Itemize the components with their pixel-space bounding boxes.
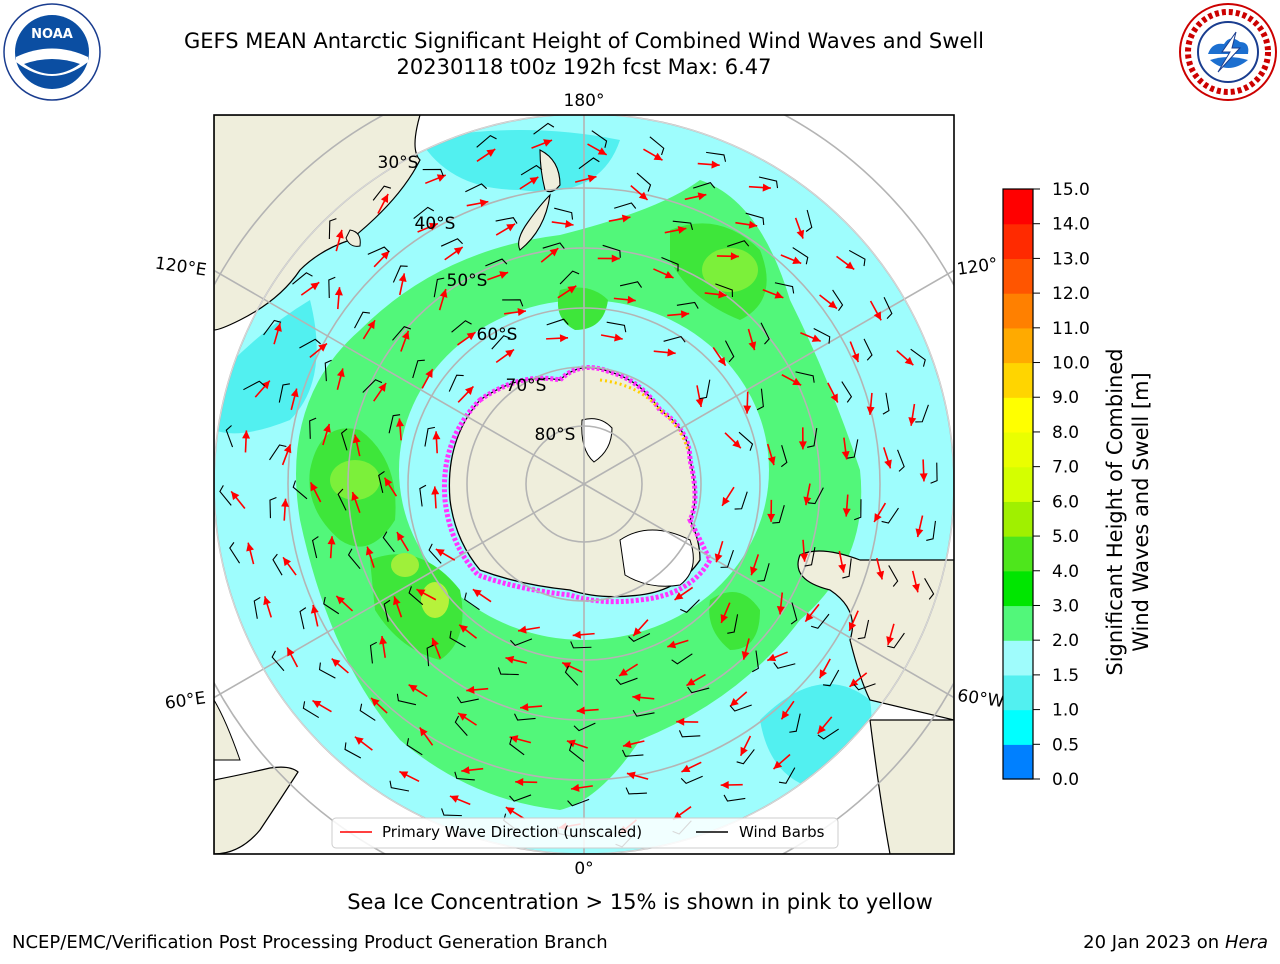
- colorbar-tick-label: 0.0: [1052, 770, 1079, 790]
- footer-date-text: 20 Jan 2023 on: [1083, 932, 1225, 953]
- colorbar-segment: [1003, 432, 1033, 467]
- colorbar-tick-label: 7.0: [1052, 458, 1079, 478]
- colorbar-segment: [1003, 536, 1033, 571]
- colorbar-tick-label: 2.0: [1052, 631, 1079, 651]
- lat-label-70s: 70°S: [506, 376, 547, 396]
- lat-label-30s: 30°S: [378, 153, 419, 173]
- colorbar-segment: [1003, 224, 1033, 259]
- lat-label-80s: 80°S: [535, 425, 576, 445]
- colorbar-label-line2: Wind Waves and Swell [m]: [1128, 312, 1154, 712]
- legend-wave-label: Primary Wave Direction (unscaled): [382, 823, 642, 841]
- colorbar-segment: [1003, 640, 1033, 675]
- footer-date: 20 Jan 2023 on Hera: [1083, 932, 1268, 953]
- colorbar-segment: [1003, 710, 1033, 745]
- colorbar-segment: [1003, 189, 1033, 224]
- lat-label-50s: 50°S: [447, 271, 488, 291]
- colorbar-tick-label: 4.0: [1052, 562, 1079, 582]
- colorbar-tick-label: 11.0: [1052, 319, 1090, 339]
- footer-credit: NCEP/EMC/Verification Post Processing Pr…: [12, 932, 608, 953]
- footer-machine: Hera: [1225, 932, 1268, 953]
- colorbar-tick-label: 1.0: [1052, 701, 1079, 721]
- colorbar: 15.0 14.0 13.0 12.0 11.0 10.0 9.0 8.0 7.0 6.0 5.0 4…: [1003, 180, 1090, 790]
- colorbar-tick-label: 9.0: [1052, 388, 1079, 408]
- colorbar-label-line1: Significant Height of Combined: [1102, 312, 1128, 712]
- colorbar-segment: [1003, 605, 1033, 640]
- map-legend: Primary Wave Direction (unscaled) Wind B…: [332, 818, 838, 848]
- colorbar-tick-label: 6.0: [1052, 492, 1079, 512]
- colorbar-segment: [1003, 293, 1033, 328]
- colorbar-segment: [1003, 675, 1033, 710]
- colorbar-tick-label: 8.0: [1052, 423, 1079, 443]
- colorbar-segment: [1003, 467, 1033, 502]
- colorbar-tick-label: 5.0: [1052, 527, 1079, 547]
- lon-label-60e: 60°E: [164, 688, 207, 713]
- lon-label-180: 180°: [564, 91, 605, 111]
- colorbar-segment: [1003, 571, 1033, 606]
- colorbar-label: Significant Height of Combined Wind Wave…: [1102, 312, 1154, 712]
- sea-ice-note: Sea Ice Concentration > 15% is shown in …: [0, 890, 1280, 914]
- lon-label-60w: 60°W: [956, 686, 1005, 712]
- colorbar-tick-label: 12.0: [1052, 284, 1090, 304]
- colorbar-tick-label: 1.5: [1052, 666, 1079, 686]
- legend-barb-label: Wind Barbs: [739, 823, 825, 841]
- wave-band-5m: [330, 460, 380, 500]
- colorbar-segment: [1003, 397, 1033, 432]
- colorbar-tick-label: 0.5: [1052, 735, 1079, 755]
- colorbar-segment: [1003, 328, 1033, 363]
- lat-label-60s: 60°S: [477, 325, 518, 345]
- colorbar-tick-label: 13.0: [1052, 249, 1090, 269]
- wave-band-6m: [391, 553, 419, 577]
- lon-label-0: 0°: [574, 859, 593, 879]
- colorbar-segment: [1003, 744, 1033, 779]
- colorbar-tick-label: 3.0: [1052, 596, 1079, 616]
- colorbar-segment: [1003, 363, 1033, 398]
- colorbar-tick-label: 10.0: [1052, 354, 1090, 374]
- colorbar-segment: [1003, 258, 1033, 293]
- lat-label-40s: 40°S: [415, 214, 456, 234]
- weddell-ice-shelf: [620, 530, 693, 586]
- lon-label-120w: 120°: [956, 254, 999, 280]
- colorbar-tick-label: 14.0: [1052, 215, 1090, 235]
- colorbar-segment: [1003, 501, 1033, 536]
- colorbar-tick-label: 15.0: [1052, 180, 1090, 200]
- lon-label-120e: 120°E: [154, 254, 208, 281]
